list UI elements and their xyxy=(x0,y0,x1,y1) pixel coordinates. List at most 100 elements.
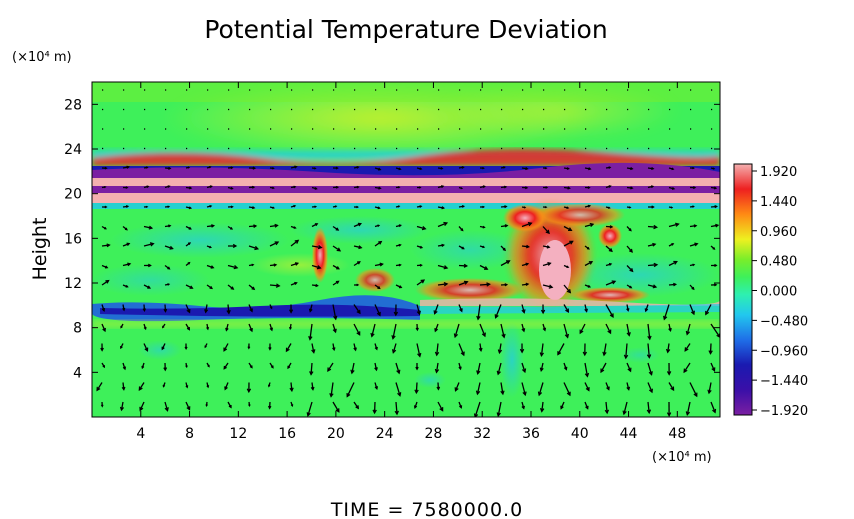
wind-arrow-head xyxy=(565,308,570,314)
wind-arrow-head xyxy=(370,332,375,338)
wind-arrow-head xyxy=(506,260,511,265)
wind-arrow-head xyxy=(167,283,171,286)
wind-arrow-shaft xyxy=(353,323,361,336)
wind-arrow-shaft xyxy=(327,362,334,372)
wind-arrow-head xyxy=(248,404,251,408)
wind-arrow-shaft xyxy=(542,284,553,288)
wind-arrow-head xyxy=(564,333,570,339)
wind-arrow-head xyxy=(504,224,509,228)
wind-arrow-shaft xyxy=(143,243,154,247)
wind-arrow-head xyxy=(433,310,438,315)
wind-arrow-shaft xyxy=(647,362,653,375)
wind-arrow-head xyxy=(589,222,595,227)
wind-arrow-head xyxy=(460,187,464,190)
wind-arrow-shaft xyxy=(458,343,465,356)
colorbar-ticks: 1.920 1.440 0.960 0.480 0.000 −0.480 −0.960 −1.… xyxy=(752,165,808,419)
wind-arrow-head xyxy=(523,206,527,209)
wind-arrow-head xyxy=(374,346,378,351)
wind-arrow-shaft xyxy=(290,239,299,247)
wind-arrow-head xyxy=(482,245,486,249)
wind-arrow-head xyxy=(293,204,297,208)
wind-arrow-head xyxy=(228,404,232,409)
wind-arrow-head xyxy=(187,242,191,246)
wind-arrow-head xyxy=(714,263,718,268)
wind-arrow-head xyxy=(104,205,108,209)
wind-arrow-shaft xyxy=(477,304,481,320)
wind-arrow-head xyxy=(377,224,381,227)
wind-arrow-head xyxy=(519,348,525,354)
wind-arrow-head xyxy=(647,335,652,341)
wind-arrow-head xyxy=(376,311,381,317)
wind-arrow-head xyxy=(186,308,191,314)
wind-arrow-head xyxy=(230,186,234,190)
wind-arrow-head xyxy=(521,405,525,410)
wind-arrow-shaft xyxy=(626,245,633,253)
x-tick-label: 44 xyxy=(620,426,638,442)
wind-arrow-head xyxy=(167,266,171,270)
wind-arrow-shaft xyxy=(353,245,362,249)
wind-arrow-head xyxy=(188,186,193,190)
wind-arrow-head xyxy=(267,405,272,410)
wind-arrow-head xyxy=(546,245,551,249)
wind-arrow-head xyxy=(332,328,337,334)
wind-arrow-shaft xyxy=(626,265,634,272)
wind-arrow-shaft xyxy=(663,304,670,320)
wind-arrow-shaft xyxy=(500,323,505,338)
wind-arrow-shaft xyxy=(351,362,355,374)
wind-arrow-head xyxy=(334,205,338,208)
wind-arrow-shaft xyxy=(603,343,607,356)
wind-arrow-shaft xyxy=(709,343,712,354)
x-tick-label: 12 xyxy=(229,426,247,442)
wind-arrow-head xyxy=(309,371,314,376)
wind-arrow-head xyxy=(125,186,129,189)
wind-arrow-head xyxy=(545,186,549,189)
wind-arrow-head xyxy=(503,166,506,169)
wind-arrow-head xyxy=(230,205,234,209)
wind-arrow-shaft xyxy=(101,280,109,286)
wind-arrow-head xyxy=(416,310,421,316)
colorbar-tick-label: 0.480 xyxy=(760,255,797,270)
wind-arrow-head xyxy=(293,226,297,229)
wind-arrow-head xyxy=(459,405,463,409)
wind-arrow-shaft xyxy=(120,401,124,411)
wind-arrow-head xyxy=(544,206,548,209)
wind-arrow-shaft xyxy=(605,280,616,286)
wind-arrow-shaft xyxy=(600,362,607,373)
wind-arrow-head xyxy=(434,328,439,333)
wind-arrow-shaft xyxy=(542,262,551,267)
wind-arrow-head xyxy=(441,243,445,247)
wind-arrow-head xyxy=(434,351,440,357)
wind-arrow-shaft xyxy=(458,281,468,286)
wind-arrow-head xyxy=(644,308,649,313)
wind-arrow-shaft xyxy=(647,284,657,288)
x-tick-label: 40 xyxy=(571,426,589,442)
wind-arrow-head xyxy=(148,263,152,268)
wind-arrow-head xyxy=(271,167,275,170)
wind-arrow-head xyxy=(415,366,419,371)
wind-arrow-head xyxy=(143,326,147,331)
wind-arrow-head xyxy=(600,368,605,374)
wind-arrow-shaft xyxy=(332,304,337,320)
wind-arrow-head xyxy=(285,347,290,353)
wind-arrow-head xyxy=(274,223,279,228)
wind-arrow-head xyxy=(288,326,292,331)
wind-arrow-head xyxy=(398,224,402,228)
wind-arrow-head xyxy=(208,166,212,169)
wind-arrow-shaft xyxy=(563,284,571,293)
wind-arrow-shaft xyxy=(626,323,630,336)
wind-arrow-head xyxy=(104,226,107,230)
wind-arrow-head xyxy=(378,186,382,190)
colorbar-gradient xyxy=(733,163,753,416)
wind-arrow-shaft xyxy=(557,343,565,355)
wind-arrow-head xyxy=(356,309,361,315)
wind-arrow-head xyxy=(588,261,594,265)
wind-arrow-head xyxy=(122,366,127,371)
wind-arrow-head xyxy=(608,185,612,188)
wind-arrow-head xyxy=(692,205,695,208)
wind-arrow-head xyxy=(504,283,509,287)
wind-arrow-head xyxy=(96,386,101,392)
wind-arrow-head xyxy=(504,205,508,209)
wind-arrow-head xyxy=(127,262,132,267)
wind-arrow-head xyxy=(443,221,449,227)
wind-arrow-head xyxy=(713,186,718,190)
